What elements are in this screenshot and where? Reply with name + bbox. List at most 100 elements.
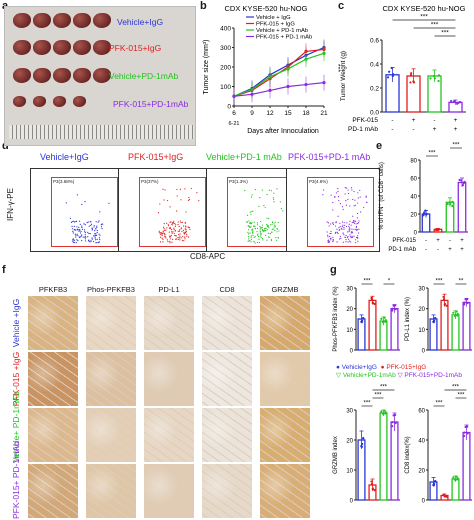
event-dot: [250, 236, 252, 238]
event-dot: [358, 232, 360, 234]
x-sublabel: 6-21: [228, 121, 239, 127]
panel-label-d: d: [2, 140, 9, 152]
event-dot: [350, 236, 353, 239]
legend-label: Vehicle+IgG: [341, 364, 377, 371]
event-dot: [342, 241, 344, 243]
event-dot: [261, 237, 264, 240]
ihc-image: [202, 408, 252, 462]
y-tick-label: 0: [422, 349, 426, 355]
event-dot: [344, 224, 346, 226]
legend-item: ● Vehicle+IgG: [336, 364, 377, 371]
event-dot: [273, 198, 275, 200]
event-dot: [334, 196, 336, 198]
event-dot: [348, 240, 351, 242]
tumor-specimen: [53, 68, 71, 83]
event-dot: [89, 233, 91, 235]
event-dot: [74, 233, 76, 235]
event-dot: [74, 221, 76, 223]
flow-dots: [244, 188, 288, 244]
event-dot: [250, 223, 252, 225]
data-point: [442, 298, 446, 301]
event-dot: [345, 200, 347, 202]
event-dot: [347, 231, 349, 233]
event-dot: [246, 220, 248, 223]
event-dot: [342, 224, 344, 226]
event-dot: [252, 229, 254, 231]
ihc-image: [86, 352, 136, 406]
data-point: [412, 81, 416, 84]
data-point: [455, 310, 458, 313]
event-dot: [189, 228, 191, 230]
ihc-image: [86, 296, 136, 350]
event-dot: [184, 188, 186, 190]
treatment-mark: -: [437, 247, 439, 253]
event-dot: [356, 236, 359, 239]
data-point: [394, 308, 397, 311]
event-dot: [345, 187, 348, 189]
ihc-image: [144, 296, 194, 350]
data-point: [463, 431, 466, 434]
event-dot: [185, 211, 187, 213]
tumor-specimen: [33, 40, 51, 55]
event-dot: [353, 222, 356, 224]
event-dot: [178, 225, 180, 228]
data-point: [370, 296, 373, 300]
event-dot: [351, 235, 353, 237]
event-dot: [251, 210, 253, 212]
event-dot: [177, 230, 179, 232]
data-point: [452, 311, 455, 314]
event-dot: [258, 238, 260, 240]
event-dot: [180, 237, 182, 239]
event-dot: [96, 229, 98, 232]
event-dot: [265, 230, 267, 232]
event-dot: [328, 241, 330, 244]
event-dot: [182, 229, 185, 232]
x-tick-label: 9: [250, 110, 254, 117]
event-dot: [347, 189, 349, 191]
event-dot: [190, 187, 192, 190]
event-dot: [339, 203, 342, 205]
event-dot: [259, 230, 261, 232]
y-tick-label: 40: [410, 195, 417, 201]
event-dot: [329, 237, 332, 239]
event-dot: [183, 240, 185, 242]
significance-mark: ***: [435, 401, 443, 407]
event-dot: [84, 224, 86, 226]
data-point: [461, 184, 465, 187]
data-point: [394, 413, 397, 417]
event-dot: [82, 236, 84, 238]
event-dot: [179, 220, 181, 222]
event-dot: [81, 228, 84, 230]
panel-label-c: c: [338, 0, 345, 12]
event-dot: [355, 236, 358, 239]
event-dot: [347, 241, 349, 243]
data-point: [463, 301, 466, 304]
event-dot: [164, 235, 166, 237]
data-point: [449, 202, 452, 206]
bar: [390, 308, 399, 351]
chart-title: CDX KYSE-520 hu-NOG: [383, 4, 466, 13]
ihc-column-header: GRZMB: [271, 285, 299, 294]
event-dot: [90, 220, 92, 223]
event-dot: [327, 240, 329, 242]
event-dot: [256, 231, 258, 233]
data-point: [371, 302, 374, 305]
ihc-image: [28, 464, 78, 518]
event-dot: [165, 229, 167, 231]
event-dot: [92, 240, 95, 243]
event-dot: [246, 214, 249, 217]
data-point: [442, 493, 445, 496]
event-dot: [334, 225, 337, 227]
event-dot: [343, 228, 345, 230]
data-point: [432, 320, 435, 323]
flow-plot: P3(3.68%): [30, 168, 124, 252]
event-dot: [163, 232, 165, 234]
significance-mark: ***: [363, 401, 371, 407]
y-tick-label: 10: [346, 328, 353, 334]
event-dot: [266, 223, 268, 226]
event-dot: [88, 241, 91, 243]
event-dot: [339, 225, 341, 228]
event-dot: [94, 230, 96, 232]
event-dot: [332, 209, 334, 211]
data-point: [454, 478, 457, 481]
